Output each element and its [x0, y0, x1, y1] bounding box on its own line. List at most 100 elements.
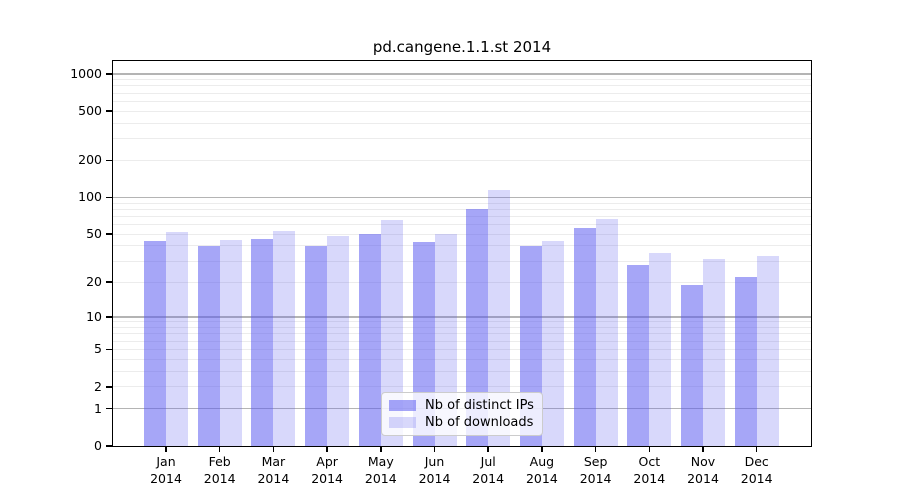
month-label: Sep	[583, 454, 608, 469]
minor-gridline-40	[113, 245, 811, 247]
bar-nb-of-distinct-ips-nov	[681, 284, 703, 446]
year-label: 2014	[740, 471, 773, 486]
y-tick-label-1000: 1000	[70, 65, 102, 81]
minor-gridline-400	[113, 122, 811, 124]
x-tick-label-jun: Jun 2014	[403, 453, 467, 487]
x-tick-aug	[541, 446, 543, 452]
minor-gridline-50	[113, 233, 811, 235]
minor-gridline-500	[113, 110, 811, 112]
bar-nb-of-downloads-sep	[595, 218, 618, 446]
year-label: 2014	[633, 471, 666, 486]
x-tick-label-may: May 2014	[349, 453, 413, 487]
bar-nb-of-distinct-ips-jul	[466, 209, 489, 446]
month-label: Jul	[480, 454, 496, 469]
bar-nb-of-distinct-ips-oct	[627, 264, 650, 446]
major-gridline-10	[113, 316, 811, 318]
bar-nb-of-downloads-oct	[649, 252, 672, 446]
y-tick-label-500: 500	[78, 103, 102, 119]
minor-gridline-30	[113, 260, 811, 262]
x-tick-feb	[218, 446, 221, 452]
y-tick-50	[106, 233, 113, 235]
bar-nb-of-distinct-ips-mar	[251, 238, 274, 446]
y-tick-label-50: 50	[86, 226, 102, 242]
bar-nb-of-downloads-aug	[541, 240, 564, 446]
x-tick-dec	[755, 446, 758, 452]
y-tick-label-200: 200	[78, 152, 102, 168]
month-label: Mar	[261, 454, 286, 469]
x-tick-label-aug: Aug 2014	[510, 453, 574, 487]
y-tick-5	[106, 348, 113, 351]
bar-nb-of-distinct-ips-feb	[197, 245, 220, 446]
y-tick-2	[106, 386, 113, 388]
year-label: 2014	[311, 471, 343, 486]
bar-nb-of-distinct-ips-jan	[144, 240, 166, 446]
bar-nb-of-downloads-nov	[703, 259, 725, 446]
year-label: 2014	[203, 471, 236, 486]
month-label: Aug	[529, 454, 555, 469]
x-tick-label-dec: Dec 2014	[725, 453, 789, 487]
x-tick-label-nov: Nov 2014	[671, 453, 735, 487]
year-label: 2014	[579, 471, 612, 486]
year-label: 2014	[364, 471, 397, 486]
x-tick-may	[380, 446, 382, 452]
minor-gridline-3	[113, 370, 811, 372]
month-label: Dec	[744, 454, 769, 469]
bar-nb-of-downloads-apr	[327, 236, 350, 446]
x-axis: Jan 2014 Feb 2014 Mar 2014 Apr 2014 May 2014 Jun 20…	[113, 446, 811, 500]
minor-gridline-90	[113, 202, 811, 204]
y-tick-20	[106, 281, 113, 283]
minor-gridline-6	[113, 340, 811, 342]
bar-nb-of-downloads-jul	[488, 189, 511, 446]
month-label: Jan	[156, 454, 176, 469]
y-tick-200	[106, 159, 113, 162]
x-tick-label-apr: Apr 2014	[295, 453, 359, 487]
y-tick-1	[106, 407, 113, 410]
minor-gridline-600	[113, 100, 811, 102]
legend-label-nb-of-distinct-ips: Nb of distinct IPs	[425, 397, 534, 413]
x-tick-oct	[648, 446, 651, 452]
bar-nb-of-downloads-may	[380, 220, 403, 446]
x-tick-sep	[594, 446, 597, 452]
year-label: 2014	[525, 471, 558, 486]
minor-gridline-7	[113, 333, 811, 335]
x-tick-label-feb: Feb 2014	[188, 453, 252, 487]
x-tick-label-mar: Mar 2014	[241, 453, 305, 487]
y-tick-label-10: 10	[86, 308, 102, 324]
minor-gridline-70	[113, 215, 811, 217]
plot-area	[112, 60, 812, 447]
y-tick-0	[106, 445, 113, 447]
minor-gridline-60	[113, 224, 811, 226]
minor-gridline-200	[113, 159, 811, 161]
chart-title: pd.cangene.1.1.st 2014	[372, 38, 552, 56]
legend: Nb of distinct IPs Nb of downloads	[381, 392, 543, 436]
y-tick-label-5: 5	[94, 341, 102, 357]
x-tick-jan	[165, 446, 167, 452]
bar-nb-of-downloads-dec	[756, 256, 779, 446]
bar-nb-of-distinct-ips-may	[358, 234, 381, 446]
minor-gridline-20	[113, 281, 811, 283]
y-tick-label-20: 20	[86, 274, 102, 289]
bar-nb-of-downloads-mar	[273, 231, 296, 446]
bar-nb-of-downloads-feb	[219, 239, 242, 446]
minor-gridline-2	[113, 386, 811, 388]
month-label: May	[367, 454, 394, 469]
y-tick-label-1: 1	[94, 400, 102, 416]
major-gridline-1000	[113, 73, 811, 75]
x-tick-label-sep: Sep 2014	[564, 453, 628, 487]
x-tick-label-oct: Oct 2014	[617, 453, 681, 487]
month-label: Jun	[424, 454, 445, 469]
minor-gridline-900	[113, 79, 811, 81]
minor-gridline-4	[113, 358, 811, 360]
bar-nb-of-distinct-ips-dec	[734, 277, 757, 446]
legend-entry-nb-of-distinct-ips: Nb of distinct IPs	[389, 398, 535, 413]
minor-gridline-700	[113, 92, 811, 94]
legend-entry-nb-of-downloads: Nb of downloads	[389, 415, 535, 430]
month-label: Nov	[690, 454, 716, 469]
month-label: Oct	[638, 454, 661, 469]
bar-nb-of-distinct-ips-apr	[305, 245, 328, 446]
x-tick-mar	[272, 446, 275, 452]
y-tick-100	[106, 196, 113, 199]
year-label: 2014	[418, 471, 451, 486]
month-label: Feb	[208, 454, 231, 469]
